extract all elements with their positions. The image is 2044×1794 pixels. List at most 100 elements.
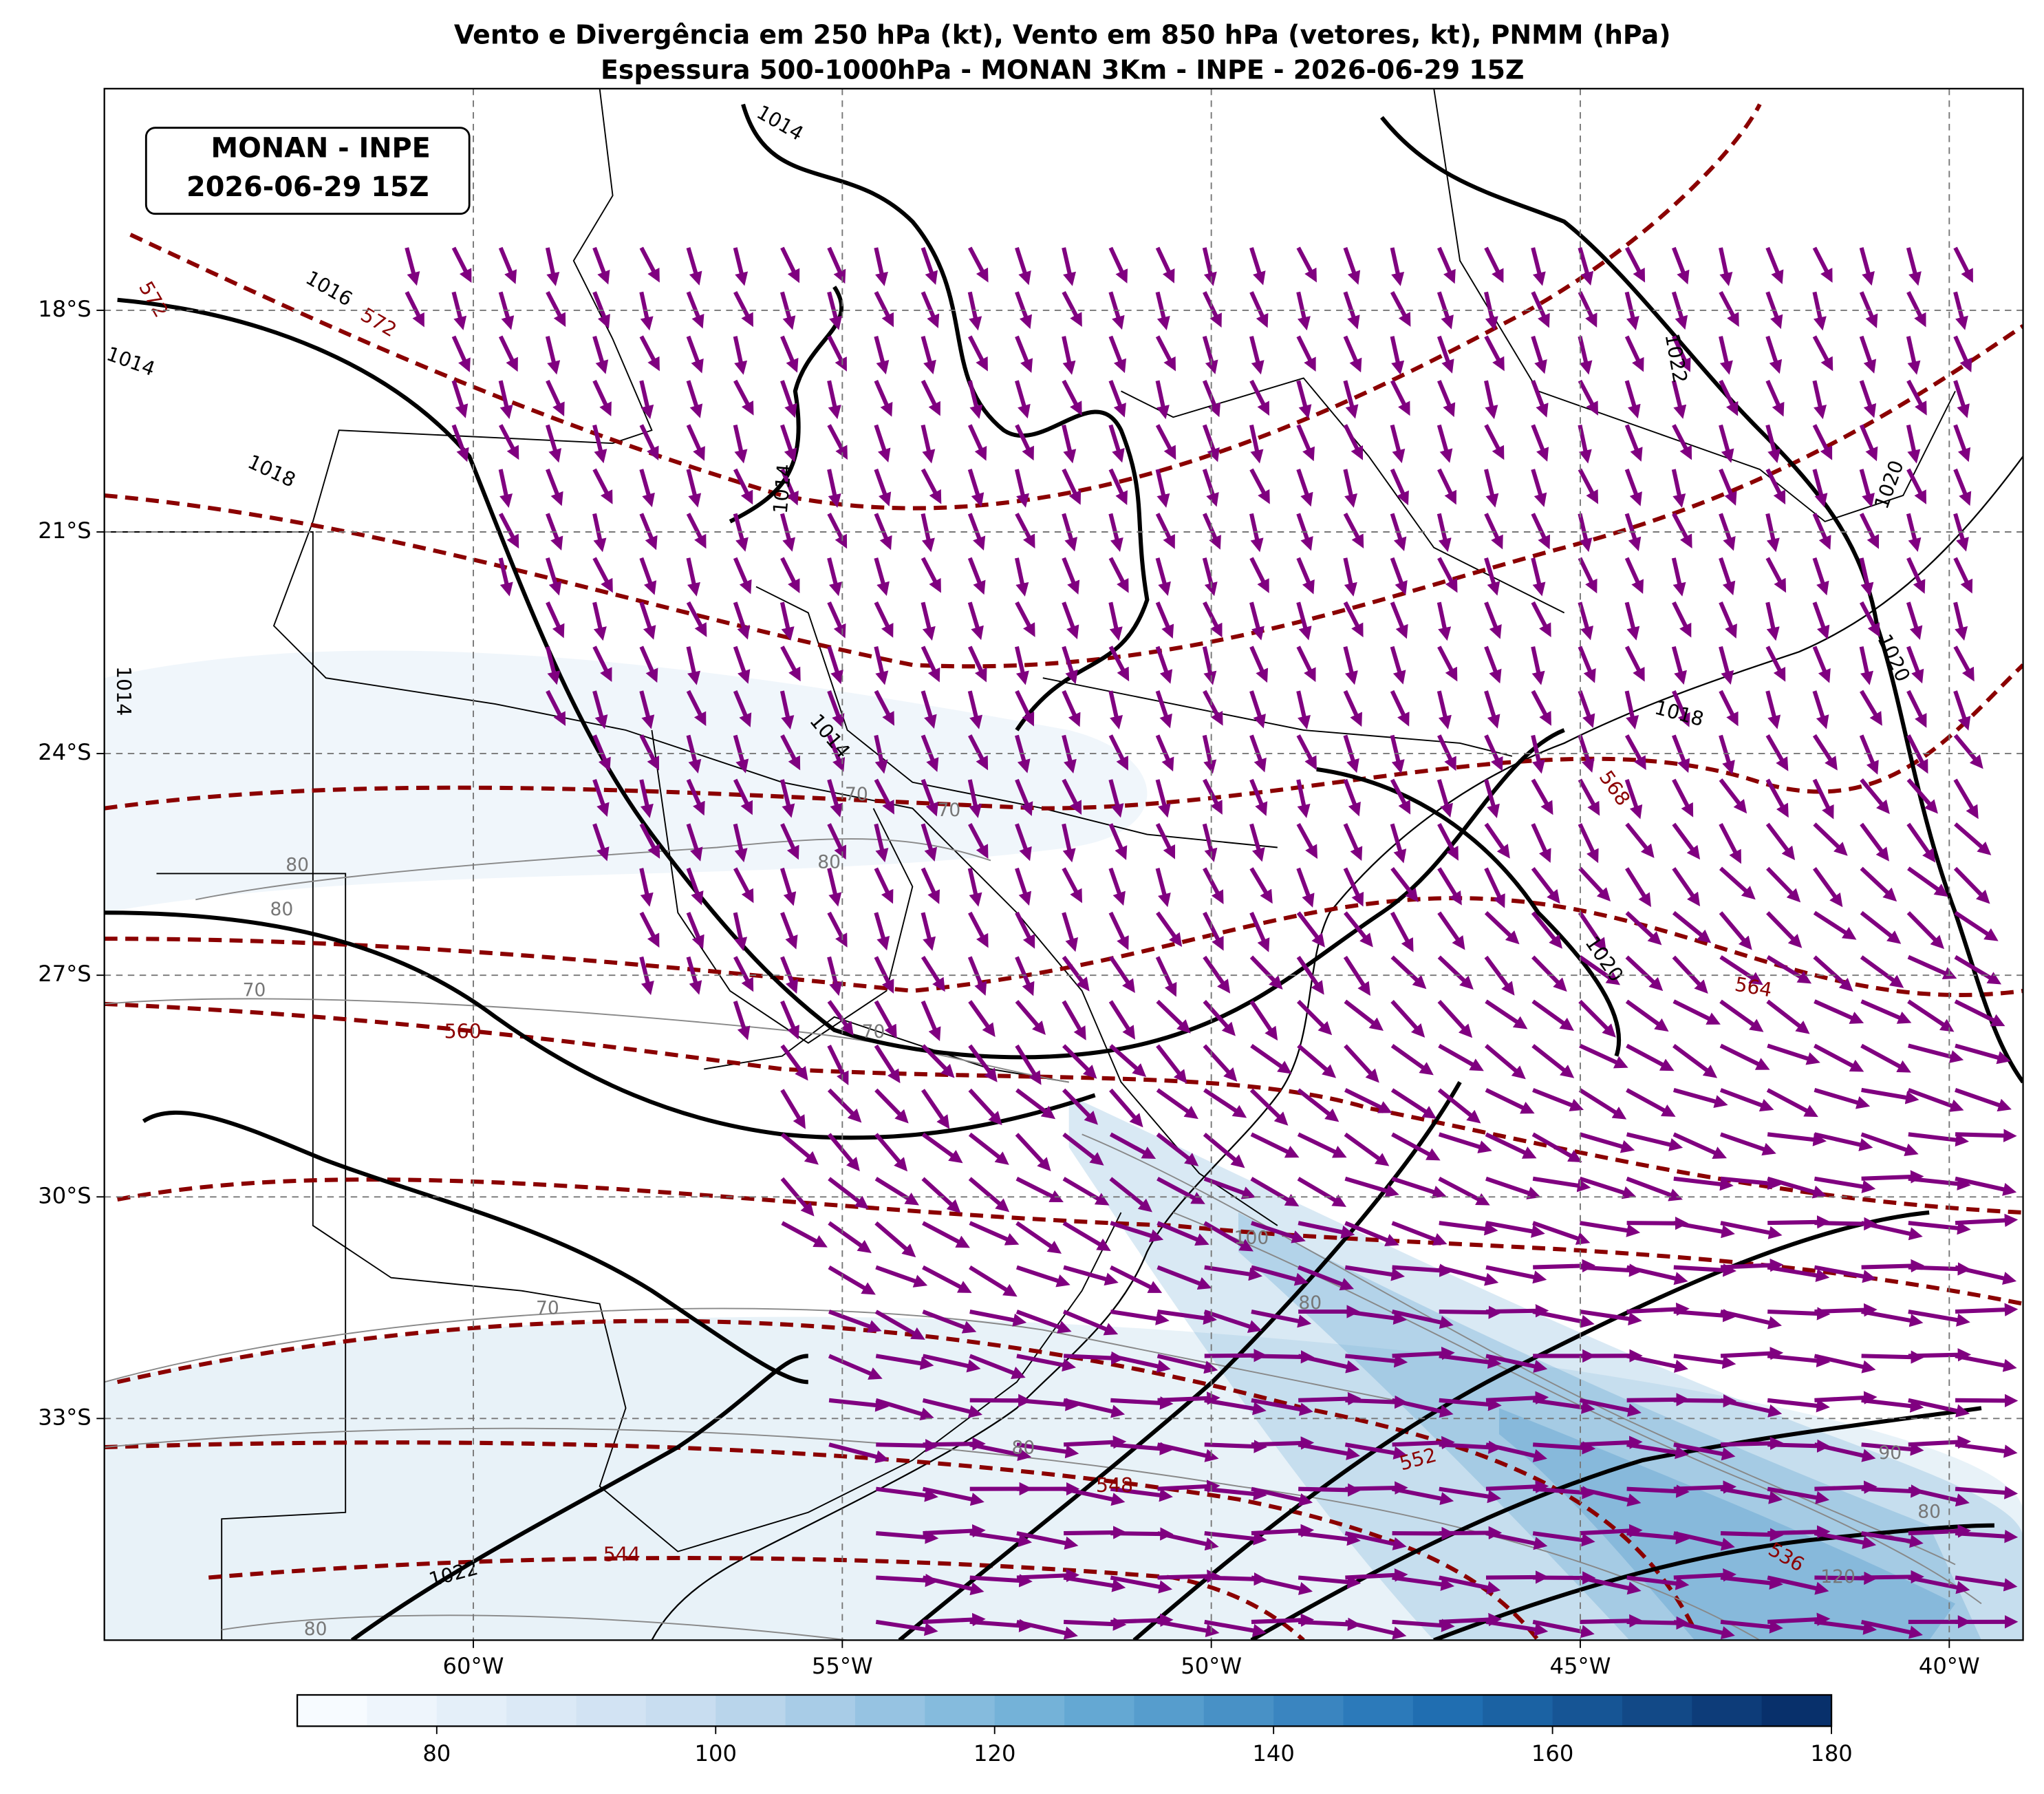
wind-vector bbox=[1249, 513, 1264, 553]
wind-vector bbox=[1673, 1221, 1735, 1239]
wind-vector bbox=[1391, 1176, 1447, 1199]
wind-vector bbox=[1157, 1177, 1205, 1204]
wind-vector bbox=[1390, 336, 1405, 375]
isotach-label: 80 bbox=[1917, 1501, 1941, 1522]
wind-vector bbox=[1108, 246, 1128, 284]
wind-vector bbox=[1580, 1263, 1643, 1277]
wind-vector bbox=[592, 557, 613, 593]
wind-vector bbox=[968, 1044, 998, 1082]
wind-vector bbox=[1108, 291, 1125, 330]
wind-vector bbox=[1626, 1530, 1690, 1545]
wind-vector bbox=[1859, 513, 1880, 549]
wind-vector bbox=[1860, 1043, 1911, 1073]
wind-vector bbox=[1719, 911, 1752, 950]
wind-vector bbox=[1108, 911, 1129, 950]
wind-vector bbox=[1390, 1000, 1426, 1038]
wind-vector bbox=[1672, 955, 1708, 994]
wind-vector bbox=[1814, 1043, 1864, 1072]
wind-vector bbox=[1672, 513, 1692, 549]
wind-vector bbox=[1155, 601, 1174, 639]
wind-vector bbox=[1625, 911, 1662, 946]
isotach-label: 90 bbox=[1878, 1442, 1902, 1464]
wind-vector bbox=[1578, 557, 1597, 594]
colorbar-segment bbox=[785, 1695, 856, 1727]
wind-vector bbox=[1298, 1483, 1362, 1497]
wind-vector bbox=[1343, 956, 1371, 996]
wind-vector bbox=[1812, 424, 1833, 460]
wind-vector bbox=[1812, 246, 1833, 283]
wind-vector bbox=[1437, 734, 1456, 771]
wind-vector bbox=[1296, 513, 1313, 551]
wind-vector bbox=[639, 734, 659, 771]
wind-vector bbox=[1204, 1572, 1268, 1586]
wind-vector bbox=[1062, 513, 1078, 552]
wind-vector bbox=[1014, 646, 1029, 685]
wind-vector bbox=[1296, 645, 1316, 683]
isotach-label: 70 bbox=[862, 1021, 885, 1043]
wind-vector bbox=[1671, 734, 1690, 773]
inset-box: MONAN - INPE 2026-06-29 15Z bbox=[144, 127, 471, 215]
wind-vector bbox=[639, 956, 654, 996]
wind-vector bbox=[1532, 1176, 1591, 1193]
wind-vector bbox=[1812, 734, 1838, 771]
wind-vector bbox=[733, 956, 754, 992]
wind-vector bbox=[1298, 1354, 1360, 1374]
wind-vector bbox=[1438, 1132, 1492, 1153]
wind-vector bbox=[733, 468, 753, 505]
wind-vector bbox=[1578, 379, 1598, 416]
isotach-label: 70 bbox=[536, 1298, 559, 1319]
wind-vector bbox=[1624, 380, 1641, 419]
wind-vector bbox=[921, 1132, 963, 1164]
wind-vector bbox=[1673, 1176, 1734, 1191]
colorbar-segment bbox=[925, 1695, 996, 1727]
wind-vector bbox=[1298, 1617, 1362, 1632]
wind-vector bbox=[733, 336, 748, 375]
wind-vector bbox=[1625, 955, 1664, 992]
wind-vector bbox=[1859, 291, 1878, 329]
wind-vector bbox=[874, 690, 894, 726]
wind-vector bbox=[1343, 291, 1360, 330]
wind-vector bbox=[1062, 1310, 1119, 1336]
wind-vector bbox=[874, 778, 894, 815]
wind-vector bbox=[1859, 424, 1878, 462]
wind-vector bbox=[921, 291, 940, 329]
wind-vector bbox=[1484, 601, 1502, 639]
wind-vector bbox=[1814, 1442, 1876, 1462]
wind-vector bbox=[1624, 601, 1640, 641]
wind-vector bbox=[546, 601, 565, 639]
wind-vector bbox=[1343, 690, 1362, 727]
x-tick-label: 55°W bbox=[812, 1653, 873, 1679]
wind-vector bbox=[1579, 1132, 1635, 1153]
wind-vector bbox=[1812, 778, 1834, 820]
wind-vector bbox=[1062, 1132, 1104, 1166]
isotach-label: 70 bbox=[243, 979, 266, 1001]
wind-vector bbox=[1908, 1486, 1970, 1507]
wind-vector bbox=[1626, 1216, 1689, 1230]
wind-vector bbox=[1343, 380, 1359, 419]
wind-vector bbox=[1533, 1259, 1596, 1273]
wind-vector bbox=[1814, 1531, 1877, 1550]
wind-vector bbox=[780, 380, 797, 418]
wind-vector bbox=[1532, 1441, 1596, 1455]
wind-vector bbox=[876, 1439, 939, 1453]
wind-vector bbox=[1439, 1440, 1502, 1454]
wind-vector bbox=[1955, 1043, 2011, 1065]
wind-vector bbox=[779, 867, 797, 906]
wind-vector bbox=[1390, 645, 1406, 685]
wind-vector bbox=[875, 1398, 934, 1421]
wind-vector bbox=[1202, 380, 1221, 418]
wind-vector bbox=[1062, 468, 1082, 505]
wind-vector bbox=[1955, 1354, 2017, 1372]
wind-vector bbox=[1343, 778, 1361, 817]
wind-vector bbox=[1108, 335, 1127, 374]
pressure-label: 1016 bbox=[302, 266, 356, 311]
wind-vector bbox=[1015, 601, 1035, 637]
wind-vector bbox=[1343, 246, 1361, 285]
wind-vector bbox=[498, 513, 519, 549]
wind-vector bbox=[1485, 1480, 1549, 1494]
wind-vector bbox=[1344, 999, 1384, 1032]
wind-vector bbox=[1110, 1309, 1170, 1325]
wind-vector bbox=[1578, 336, 1593, 375]
wind-vector bbox=[1108, 380, 1126, 418]
thickness-label: 572 bbox=[357, 303, 400, 342]
